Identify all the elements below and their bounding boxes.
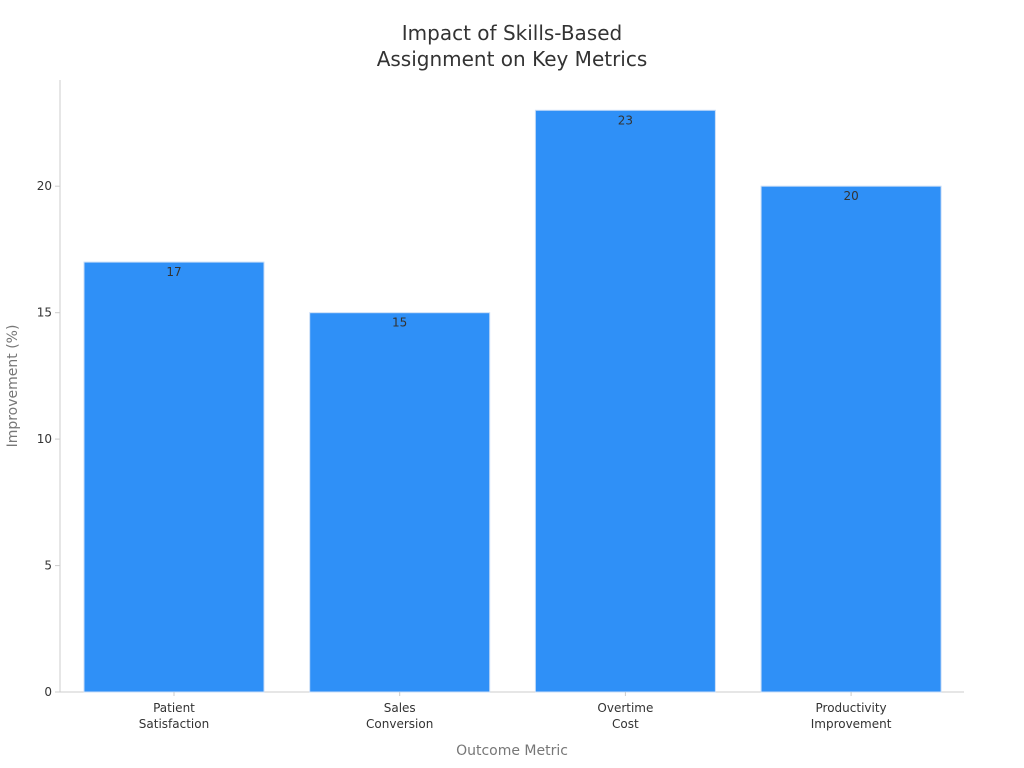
y-ticks-group: 0 5 10 15 20 (37, 179, 60, 699)
x-tick-label: Productivity (816, 701, 887, 715)
y-tick-label: 20 (37, 179, 52, 193)
bar (760, 185, 942, 693)
chart-title-line-2: Assignment on Key Metrics (377, 47, 648, 71)
bar (309, 312, 491, 693)
chart-title-line-1: Impact of Skills-Based (402, 21, 622, 45)
x-ticks-group: Patient Satisfaction Sales Conversion Overti… (139, 692, 892, 731)
x-tick-label: Satisfaction (139, 717, 209, 731)
y-axis-label: Improvement (%) (5, 325, 21, 448)
y-tick-label: 15 (37, 306, 52, 320)
bar-value-label: 23 (618, 113, 633, 127)
y-tick-label: 5 (44, 559, 52, 573)
x-tick-label: Cost (612, 717, 639, 731)
y-tick-label: 10 (37, 432, 52, 446)
x-tick-label: Patient (153, 701, 195, 715)
y-tick-label: 0 (44, 685, 52, 699)
bar-value-label: 15 (392, 316, 407, 330)
bar-value-label: 17 (166, 265, 181, 279)
x-axis-label: Outcome Metric (456, 743, 568, 759)
x-tick-label: Overtime (597, 701, 653, 715)
bars-group: 17 15 23 20 (83, 109, 942, 693)
x-tick-label: Conversion (366, 717, 433, 731)
x-tick-label: Improvement (811, 717, 892, 731)
bar (534, 109, 716, 693)
bar (83, 261, 265, 693)
x-tick-label: Sales (384, 701, 416, 715)
bar-value-label: 20 (843, 189, 858, 203)
